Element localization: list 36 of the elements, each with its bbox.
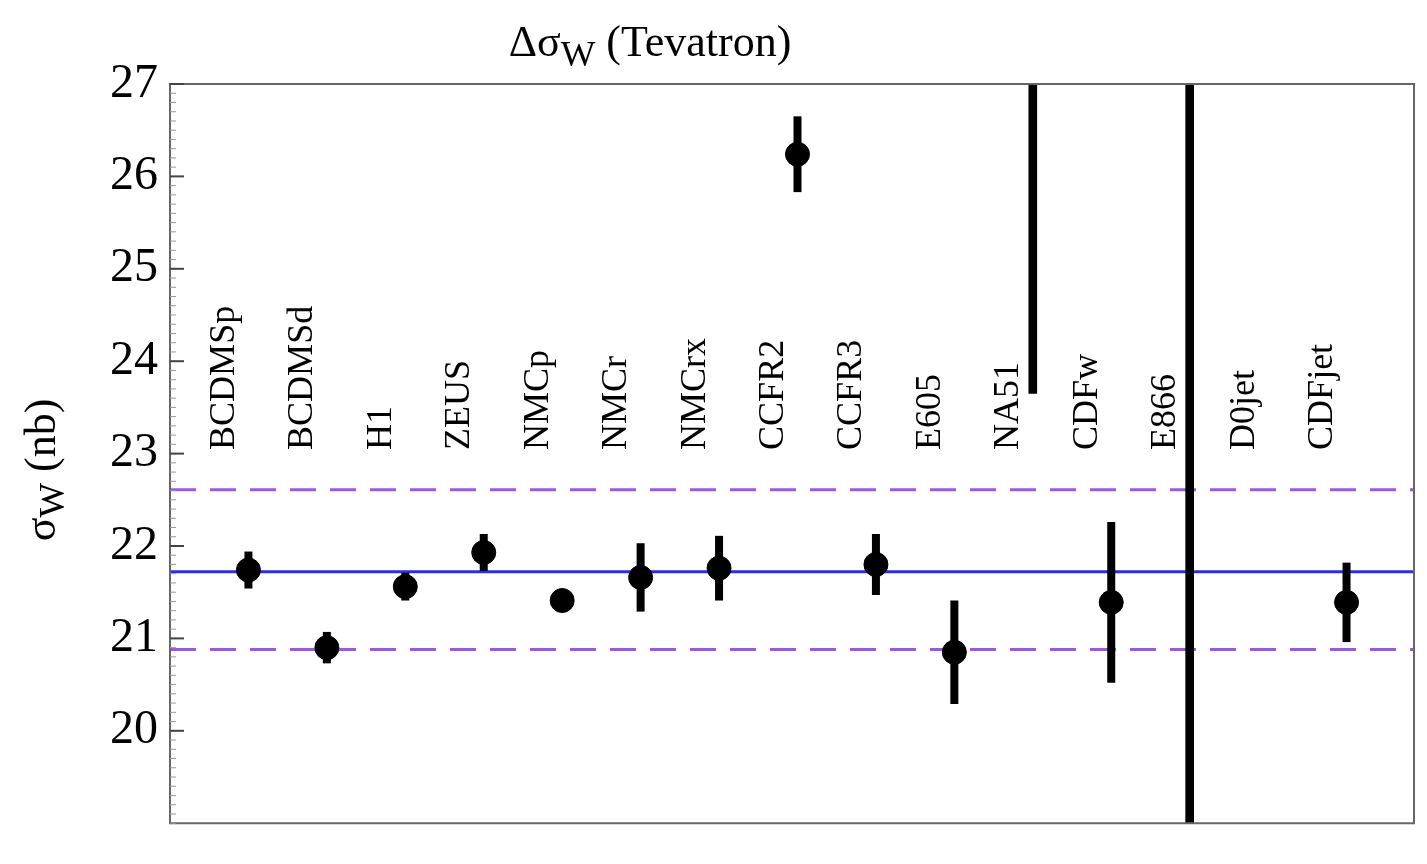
- x-tick-label: BCDMSp: [201, 305, 242, 450]
- point: [1098, 589, 1124, 615]
- point: [863, 551, 889, 577]
- point: [941, 639, 967, 665]
- point: [706, 555, 732, 581]
- x-tick-label: BCDMSd: [280, 305, 321, 450]
- y-tick-label: 26: [110, 146, 158, 200]
- x-tick-label: NMCr: [594, 355, 635, 450]
- point: [314, 635, 340, 661]
- x-tick-label: NMCp: [515, 349, 556, 450]
- point: [1334, 589, 1360, 615]
- x-tick-label: H1: [358, 405, 399, 450]
- y-tick-label: 25: [110, 238, 158, 292]
- x-tick-label: CDFw: [1064, 353, 1105, 450]
- x-tick-label: D0jet: [1221, 369, 1262, 450]
- point: [549, 588, 575, 614]
- y-tick-label: 21: [110, 608, 158, 662]
- point: [784, 141, 810, 167]
- y-tick-label: 27: [110, 53, 158, 107]
- x-tick-label: E605: [907, 373, 948, 450]
- point: [392, 574, 418, 600]
- x-tick-label: ZEUS: [437, 359, 478, 450]
- x-tick-label: NMCrx: [672, 337, 713, 450]
- point: [235, 557, 261, 583]
- x-tick-label: NA51: [986, 361, 1027, 450]
- point: [628, 564, 654, 590]
- point: [471, 539, 497, 565]
- y-tick-label: 22: [110, 515, 158, 569]
- x-tick-label: CDFjet: [1300, 343, 1340, 450]
- y-tick-label: 20: [110, 700, 158, 754]
- chart-title: Δσ$_{W}$ (Tevatron): [507, 16, 793, 76]
- x-tick-label: E866: [1143, 373, 1184, 450]
- x-tick-label: CCFR3: [829, 339, 870, 450]
- x-tick-label: CCFR2: [750, 339, 791, 450]
- y-tick-label: 24: [110, 330, 158, 384]
- y-tick-label: 23: [110, 423, 158, 477]
